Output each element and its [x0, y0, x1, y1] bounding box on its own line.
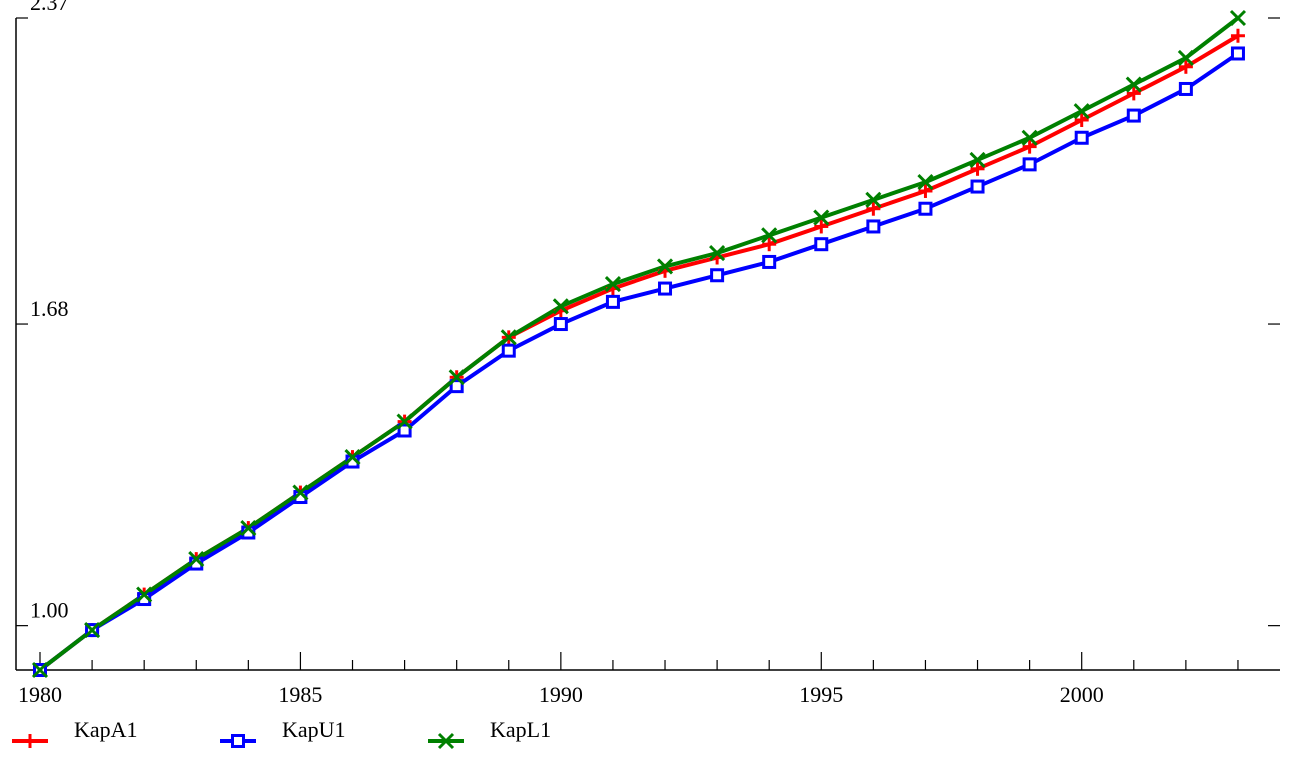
data-point-KapL1 — [1021, 129, 1038, 146]
data-point-KapU1 — [970, 179, 985, 194]
data-point-KapL1 — [344, 449, 361, 466]
data-point-KapU1 — [762, 254, 777, 269]
data-point-KapU1 — [658, 281, 673, 296]
data-point-KapA1 — [1022, 139, 1037, 154]
data-point-KapL1 — [188, 551, 205, 568]
data-point-KapL1 — [709, 245, 726, 262]
data-point-KapA1 — [866, 201, 881, 216]
data-point-KapL1 — [1229, 9, 1247, 27]
data-point-KapL1 — [84, 622, 101, 639]
data-point-KapU1 — [449, 379, 464, 394]
data-point-KapA1 — [814, 219, 829, 234]
series-line-KapA1 — [38, 34, 1239, 672]
data-point-KapA1 — [970, 161, 985, 176]
x-tick-label: 1995 — [799, 682, 843, 707]
legend-marker-KapA1 — [23, 734, 37, 748]
data-point-KapL1 — [552, 298, 569, 315]
data-point-KapA1 — [1074, 113, 1089, 128]
data-point-KapL1 — [1177, 49, 1194, 66]
data-point-KapL1 — [1073, 103, 1090, 120]
data-point-KapL1 — [604, 276, 621, 293]
data-point-KapL1 — [813, 209, 830, 226]
data-point-KapA1 — [762, 237, 777, 252]
data-point-KapU1 — [553, 317, 568, 332]
data-point-KapL1 — [136, 586, 153, 603]
data-point-KapL1 — [917, 174, 934, 191]
data-point-KapL1 — [656, 258, 674, 275]
y-tick-label: 2.37 — [30, 0, 69, 15]
data-point-KapA1 — [918, 183, 933, 198]
legend-label-KapA1: KapA1 — [74, 717, 138, 742]
axes — [15, 18, 1280, 671]
legend-label-KapL1: KapL1 — [490, 717, 551, 742]
data-point-KapU1 — [710, 268, 725, 283]
data-point-KapL1 — [761, 227, 778, 244]
data-point-KapU1 — [866, 219, 881, 234]
data-point-KapU1 — [1178, 81, 1193, 96]
data-point-KapU1 — [501, 343, 516, 358]
series-line-KapL1 — [38, 16, 1240, 672]
data-point-KapU1 — [605, 294, 620, 309]
data-point-KapA1 — [1230, 28, 1245, 43]
data-point-KapL1 — [865, 191, 882, 208]
data-point-KapU1 — [1126, 108, 1141, 123]
data-point-KapL1 — [500, 329, 517, 346]
data-point-KapU1 — [1230, 46, 1245, 61]
series-line-KapU1 — [38, 51, 1240, 672]
data-point-KapA1 — [1178, 59, 1193, 74]
ticks: 1980 1985 1990 1995 2000 1.00 1.68 2.37 — [16, 0, 1280, 707]
y-tick-label: 1.68 — [30, 296, 69, 321]
data-point-KapU1 — [1074, 130, 1089, 145]
data-point-KapU1 — [1022, 157, 1037, 172]
data-point-KapL1 — [292, 484, 309, 501]
data-point-KapL1 — [448, 369, 465, 386]
y-tick-label: 1.00 — [30, 598, 69, 623]
legend-marker-KapL1 — [437, 732, 455, 750]
data-point-KapU1 — [397, 423, 412, 438]
x-tick-label: 2000 — [1060, 682, 1104, 707]
data-point-KapU1 — [814, 237, 829, 252]
data-point-KapL1 — [969, 151, 986, 168]
data-point-KapU1 — [918, 201, 933, 216]
legend: KapA1 KapU1 KapL1 — [12, 717, 551, 750]
legend-marker-KapU1 — [231, 734, 245, 748]
x-tick-label: 1985 — [278, 682, 322, 707]
series-lines — [38, 16, 1240, 672]
x-tick-label: 1990 — [539, 682, 583, 707]
series-markers — [31, 9, 1247, 679]
data-point-KapL1 — [1125, 76, 1142, 93]
data-point-KapA1 — [1126, 86, 1141, 101]
legend-label-KapU1: KapU1 — [282, 717, 346, 742]
data-point-KapL1 — [31, 661, 49, 679]
data-point-KapL1 — [240, 520, 257, 537]
data-point-KapL1 — [396, 413, 413, 430]
x-tick-label: 1980 — [18, 682, 62, 707]
